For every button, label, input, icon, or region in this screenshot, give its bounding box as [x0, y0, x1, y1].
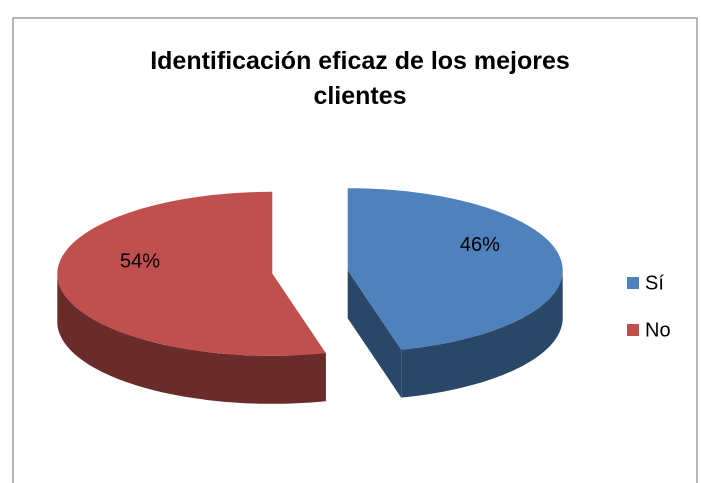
slice-cut-wall — [347, 270, 402, 398]
slice-outer-wall — [401, 270, 563, 398]
data-label: 54% — [120, 250, 160, 272]
legend-label: No — [645, 319, 671, 341]
slice — [57, 191, 326, 356]
legend-swatch — [627, 324, 639, 336]
slice-outer-wall — [57, 273, 326, 404]
slice — [347, 188, 563, 350]
legend-swatch — [627, 277, 639, 289]
legend-label: Sí — [645, 272, 664, 294]
data-label: 46% — [460, 234, 500, 256]
chart-title: Identificación eficaz de los mejores cli… — [150, 47, 570, 110]
chart-border — [12, 17, 698, 483]
